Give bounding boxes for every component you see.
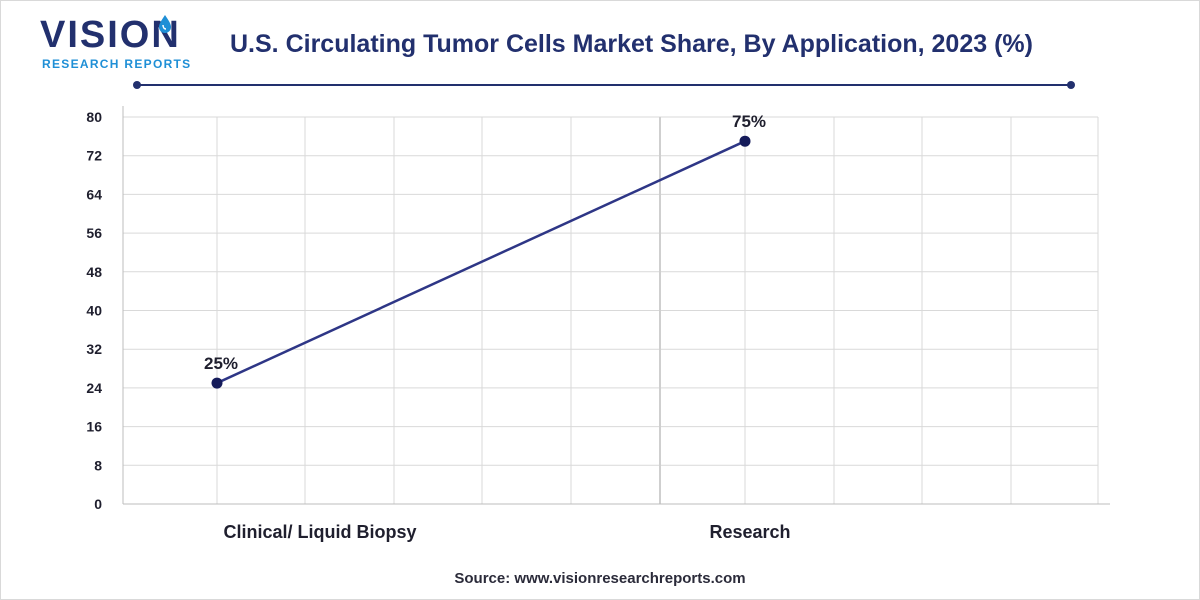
y-tick-label-48: 48 [86, 264, 102, 280]
data-label-0: 25% [204, 354, 238, 373]
title-rule [137, 84, 1071, 86]
axes [122, 106, 1110, 505]
x-category-label-1: Research [709, 522, 790, 542]
y-tick-label-72: 72 [86, 148, 102, 164]
y-tick-label-24: 24 [86, 380, 102, 396]
y-tick-label-40: 40 [86, 303, 102, 319]
y-tick-label-8: 8 [94, 457, 102, 473]
y-tick-label-16: 16 [86, 419, 102, 435]
y-tick-label-56: 56 [86, 225, 102, 241]
chart-title: U.S. Circulating Tumor Cells Market Shar… [230, 30, 1033, 58]
y-tick-label-0: 0 [94, 496, 102, 512]
series-market-share [211, 135, 751, 389]
y-tick-label-64: 64 [86, 186, 102, 202]
y-axis-tick-labels: 0 8 16 24 32 40 48 56 64 72 80 [86, 109, 102, 512]
data-label-1: 75% [732, 112, 766, 131]
y-tick-label-32: 32 [86, 341, 102, 357]
x-category-label-0: Clinical/ Liquid Biopsy [223, 522, 416, 542]
gridlines [123, 116, 1099, 504]
y-tick-label-80: 80 [86, 109, 102, 125]
brand-name: VISION [40, 14, 181, 56]
data-point-1 [739, 135, 751, 147]
data-labels: 25% 75% [204, 112, 766, 373]
data-point-0 [211, 377, 223, 389]
droplet-icon [159, 15, 171, 33]
series-line-0 [216, 140, 746, 385]
title-rule-right-dot [1067, 81, 1075, 89]
brand-subtitle: RESEARCH REPORTS [42, 57, 192, 71]
brand-logo: VISION RESEARCH REPORTS [40, 14, 200, 74]
source-note: Source: www.visionresearchreports.com [454, 570, 746, 587]
x-axis-category-labels: Clinical/ Liquid Biopsy Research [223, 522, 790, 542]
